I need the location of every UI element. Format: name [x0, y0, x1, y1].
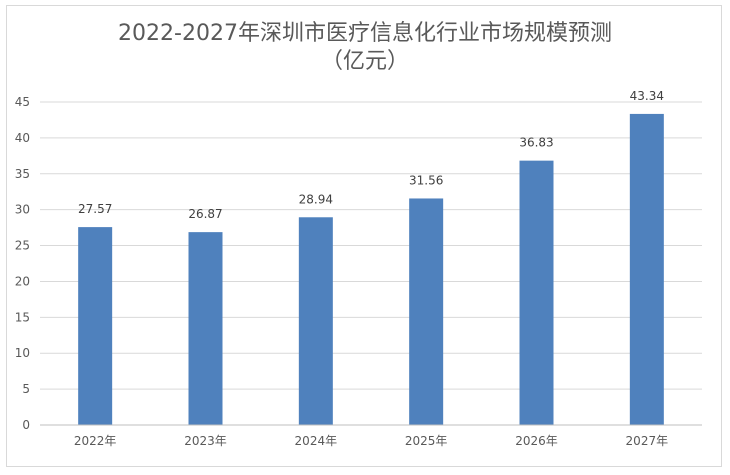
- chart-title: 2022-2027年深圳市医疗信息化行业市场规模预测: [118, 21, 612, 46]
- x-tick-label-2: 2024年: [295, 434, 338, 448]
- y-tick-label-15: 15: [15, 310, 30, 324]
- chart-subtitle: （亿元）: [320, 49, 409, 74]
- x-tick-label-5: 2027年: [626, 434, 669, 448]
- y-tick-label-40: 40: [15, 131, 30, 145]
- bar-5: [629, 113, 664, 426]
- bar-0: [78, 227, 113, 425]
- y-tick-label-35: 35: [15, 167, 30, 181]
- y-tick-label-5: 5: [22, 382, 30, 396]
- data-label-5: 43.34: [630, 89, 664, 103]
- y-tick-label-0: 0: [22, 418, 30, 432]
- bar-2: [298, 217, 333, 425]
- x-tick-label-1: 2023年: [184, 434, 227, 448]
- data-label-2: 28.94: [299, 192, 333, 206]
- y-tick-label-20: 20: [15, 274, 30, 288]
- data-label-0: 27.57: [78, 202, 112, 216]
- data-label-1: 26.87: [188, 207, 222, 221]
- data-label-3: 31.56: [409, 173, 443, 187]
- x-tick-label-0: 2022年: [74, 434, 117, 448]
- chart-frame: [6, 5, 722, 467]
- y-tick-label-10: 10: [15, 346, 30, 360]
- y-tick-label-30: 30: [15, 203, 30, 217]
- x-tick-label-4: 2026年: [515, 434, 558, 448]
- y-tick-label-45: 45: [15, 95, 30, 109]
- bar-3: [409, 198, 444, 425]
- bar-4: [519, 160, 554, 425]
- data-label-4: 36.83: [519, 136, 553, 150]
- x-tick-label-3: 2025年: [405, 434, 448, 448]
- y-tick-label-25: 25: [15, 239, 30, 253]
- bar-1: [188, 232, 223, 425]
